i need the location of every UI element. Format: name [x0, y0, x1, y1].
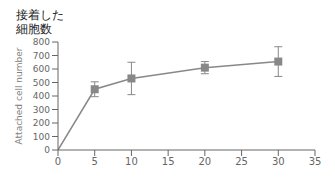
svg-text:15: 15 — [162, 156, 175, 167]
svg-text:500: 500 — [33, 78, 50, 88]
svg-text:5: 5 — [92, 156, 98, 167]
svg-text:35: 35 — [309, 156, 322, 167]
svg-text:25: 25 — [235, 156, 248, 167]
svg-text:0: 0 — [55, 156, 61, 167]
svg-text:100: 100 — [33, 132, 50, 142]
svg-text:400: 400 — [33, 91, 50, 101]
svg-text:10: 10 — [125, 156, 138, 167]
svg-text:200: 200 — [33, 118, 50, 128]
svg-text:600: 600 — [33, 64, 50, 74]
svg-text:800: 800 — [33, 37, 50, 47]
svg-text:20: 20 — [198, 156, 211, 167]
svg-text:700: 700 — [33, 51, 50, 61]
svg-text:300: 300 — [33, 105, 50, 115]
svg-text:30: 30 — [272, 156, 285, 167]
html-text:接着した: 接着した — [16, 8, 64, 22]
svg-text:0: 0 — [44, 145, 50, 155]
svg-text:Attached cell number: Attached cell number — [14, 47, 24, 144]
html-text:細胞数: 細胞数 — [16, 22, 52, 36]
